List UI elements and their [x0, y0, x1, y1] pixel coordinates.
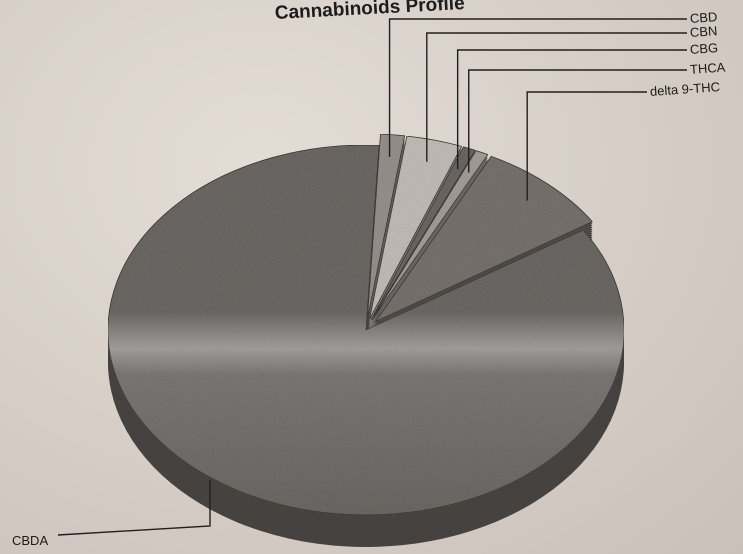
slice-label-cbda: CBDA	[12, 533, 48, 548]
leader-line-cbn	[426, 32, 687, 162]
slice-side-cbd	[367, 140, 405, 325]
slice-label-cbn: CBN	[689, 23, 717, 40]
chart-title: Cannabinoids Profile	[274, 0, 465, 24]
slice-highlight	[107, 145, 624, 515]
slice-cbn	[369, 135, 463, 320]
slice-label-cbd: CBD	[689, 9, 717, 26]
leader-line-thca	[468, 69, 687, 173]
leader-line-cbda	[57, 480, 211, 536]
pie-sheen	[107, 145, 624, 515]
slice-label-cbg: CBG	[689, 40, 718, 57]
slice-thca	[371, 150, 489, 321]
leader-line-cbg	[456, 49, 687, 170]
slice-label-thca: THCA	[689, 60, 726, 77]
slice-side-cbd	[367, 142, 405, 327]
leader-line-cbd	[388, 18, 687, 157]
leader-lines	[57, 18, 687, 536]
slice-cbd	[366, 133, 406, 319]
leader-line-delta-9-thc	[526, 91, 647, 201]
slice-delta-9-thc	[374, 155, 594, 323]
slice-label-delta-9-thc: delta 9-THC	[649, 79, 720, 99]
slice-side-cbd	[367, 138, 405, 323]
